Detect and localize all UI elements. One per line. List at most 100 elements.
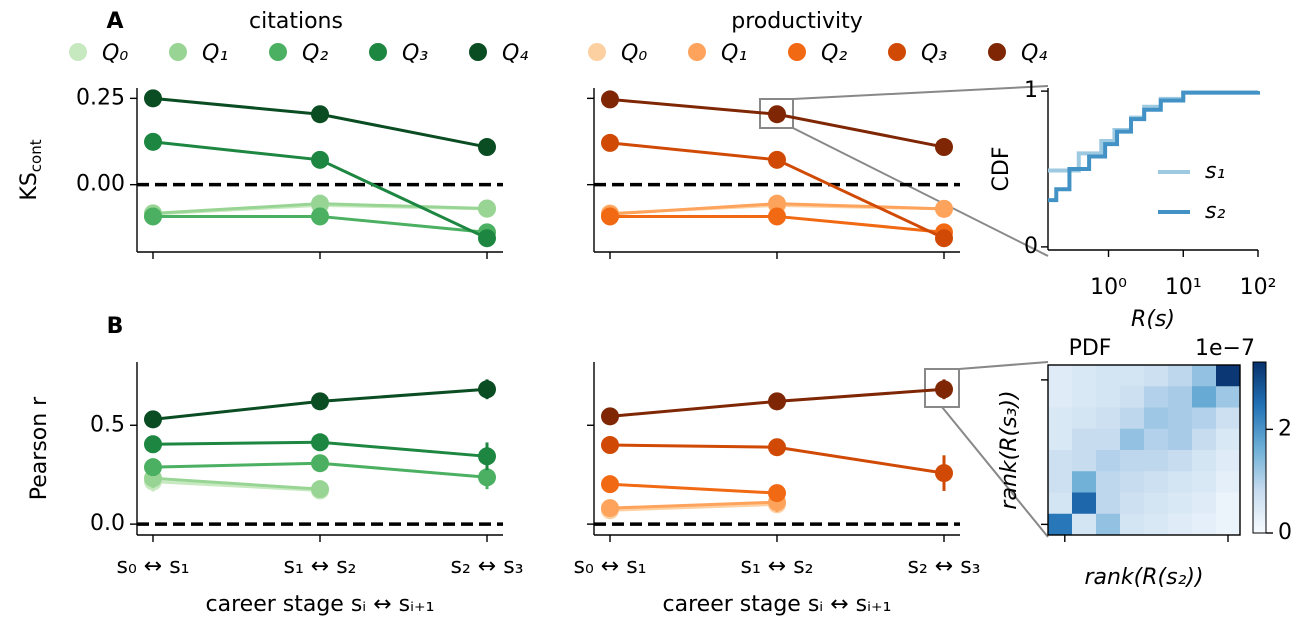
heat-cell xyxy=(1072,407,1097,430)
x-tick-label: s₂ ↔ s₃ xyxy=(908,554,981,579)
legend-marker xyxy=(369,43,387,61)
point xyxy=(768,150,786,169)
point xyxy=(935,464,953,483)
legend-title: productivity xyxy=(731,9,863,34)
point xyxy=(768,105,786,124)
series-line xyxy=(152,476,321,491)
heat-cell xyxy=(1144,428,1169,451)
series-line xyxy=(609,500,778,510)
heat-cell xyxy=(1072,513,1097,536)
x-axis-label: career stage sᵢ ↔ sᵢ₊₁ xyxy=(206,592,435,617)
legend-marker xyxy=(788,43,806,61)
heat-cell xyxy=(1096,407,1121,430)
heat-cell xyxy=(1096,492,1121,515)
point xyxy=(768,438,786,457)
heat-cell xyxy=(1192,365,1217,387)
legend-label: s₁ xyxy=(1205,159,1225,184)
heat-cell xyxy=(1192,407,1217,430)
legend-marker xyxy=(69,43,87,61)
colorbar xyxy=(1252,361,1267,534)
legend-label: Q₃ xyxy=(402,41,428,66)
point xyxy=(935,380,953,399)
point xyxy=(311,433,329,452)
point xyxy=(311,150,329,169)
heat-cell xyxy=(1216,471,1241,493)
heat-cell xyxy=(1168,471,1193,493)
heat-cell xyxy=(1168,386,1193,408)
heat-cell xyxy=(1096,471,1121,493)
heat-cell xyxy=(1144,386,1169,408)
point xyxy=(601,133,619,152)
colorbar-label: 1e−7 xyxy=(1195,336,1255,361)
point xyxy=(478,380,496,399)
heat-cell xyxy=(1192,428,1217,451)
legend-label: Q₀ xyxy=(621,41,647,66)
heat-cell xyxy=(1120,365,1145,387)
cdf-line xyxy=(1048,90,1260,173)
x-tick-label: 10¹ xyxy=(1165,275,1202,300)
point xyxy=(768,194,786,213)
x-axis-label: R(s) xyxy=(1131,307,1175,332)
heat-cell xyxy=(1072,492,1097,515)
heat-cell xyxy=(1216,386,1241,408)
y-axis-label: Pearson r xyxy=(27,396,52,500)
legend-marker xyxy=(469,43,487,61)
series-line xyxy=(609,502,778,512)
point xyxy=(144,458,162,477)
cdf-line xyxy=(1048,90,1260,203)
point xyxy=(768,392,786,411)
heat-cell xyxy=(1168,428,1193,451)
heat-cell xyxy=(1072,386,1097,408)
heat-cell xyxy=(1048,365,1073,387)
point xyxy=(601,475,619,494)
heat-cell xyxy=(1048,471,1073,493)
heat-cell xyxy=(1168,492,1193,515)
y-axis-label-sub: cont xyxy=(27,139,45,172)
panel-label: B xyxy=(107,314,124,339)
heat-cell xyxy=(1216,492,1241,515)
x-axis-label: rank(R(s₂)) xyxy=(1084,565,1203,590)
point xyxy=(601,407,619,426)
zoom-connector xyxy=(792,127,1049,257)
heat-cell xyxy=(1192,513,1217,536)
point xyxy=(311,392,329,411)
heat-cell xyxy=(1048,386,1073,408)
heat-cell xyxy=(1168,450,1193,472)
heat-cell xyxy=(1048,407,1073,430)
point xyxy=(478,229,496,248)
x-tick-label: s₂ ↔ s₃ xyxy=(451,554,524,579)
point xyxy=(144,435,162,454)
y-tick-label: 0.00 xyxy=(76,172,125,197)
y-axis-label: rank(R(s₃)) xyxy=(997,390,1022,509)
x-tick-label: s₀ ↔ s₁ xyxy=(574,554,647,579)
heat-cell xyxy=(1120,386,1145,408)
heat-cell xyxy=(1120,407,1145,430)
y-axis-label: KScont xyxy=(17,139,45,200)
heat-cell xyxy=(1048,513,1073,536)
heat-cell xyxy=(1216,450,1241,472)
legend-label: Q₄ xyxy=(502,41,528,66)
y-tick-label: 0 xyxy=(1024,234,1038,259)
point xyxy=(935,199,953,218)
legend-label: Q₁ xyxy=(721,41,747,66)
heat-cell xyxy=(1144,450,1169,472)
zoom-connector xyxy=(958,361,1049,370)
heat-cell xyxy=(1192,450,1217,472)
x-tick-label: s₀ ↔ s₁ xyxy=(117,554,190,579)
heat-cell xyxy=(1072,471,1097,493)
heat-cell xyxy=(1048,492,1073,515)
heat-cell xyxy=(1096,386,1121,408)
point xyxy=(601,90,619,109)
heat-cell xyxy=(1096,365,1121,387)
series-line xyxy=(152,480,321,493)
legend-marker xyxy=(169,43,187,61)
legend-marker xyxy=(269,43,287,61)
heat-cell xyxy=(1120,428,1145,451)
x-tick-label: 10⁰ xyxy=(1090,275,1127,300)
heat-cell xyxy=(1096,428,1121,451)
heat-cell xyxy=(1120,513,1145,536)
point xyxy=(144,410,162,429)
legend-label: Q₄ xyxy=(1021,41,1047,66)
heat-cell xyxy=(1216,428,1241,451)
point xyxy=(601,436,619,455)
